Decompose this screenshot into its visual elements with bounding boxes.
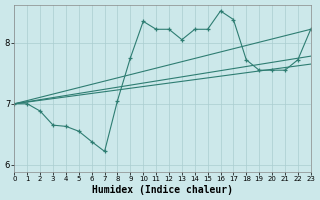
X-axis label: Humidex (Indice chaleur): Humidex (Indice chaleur) <box>92 185 233 195</box>
